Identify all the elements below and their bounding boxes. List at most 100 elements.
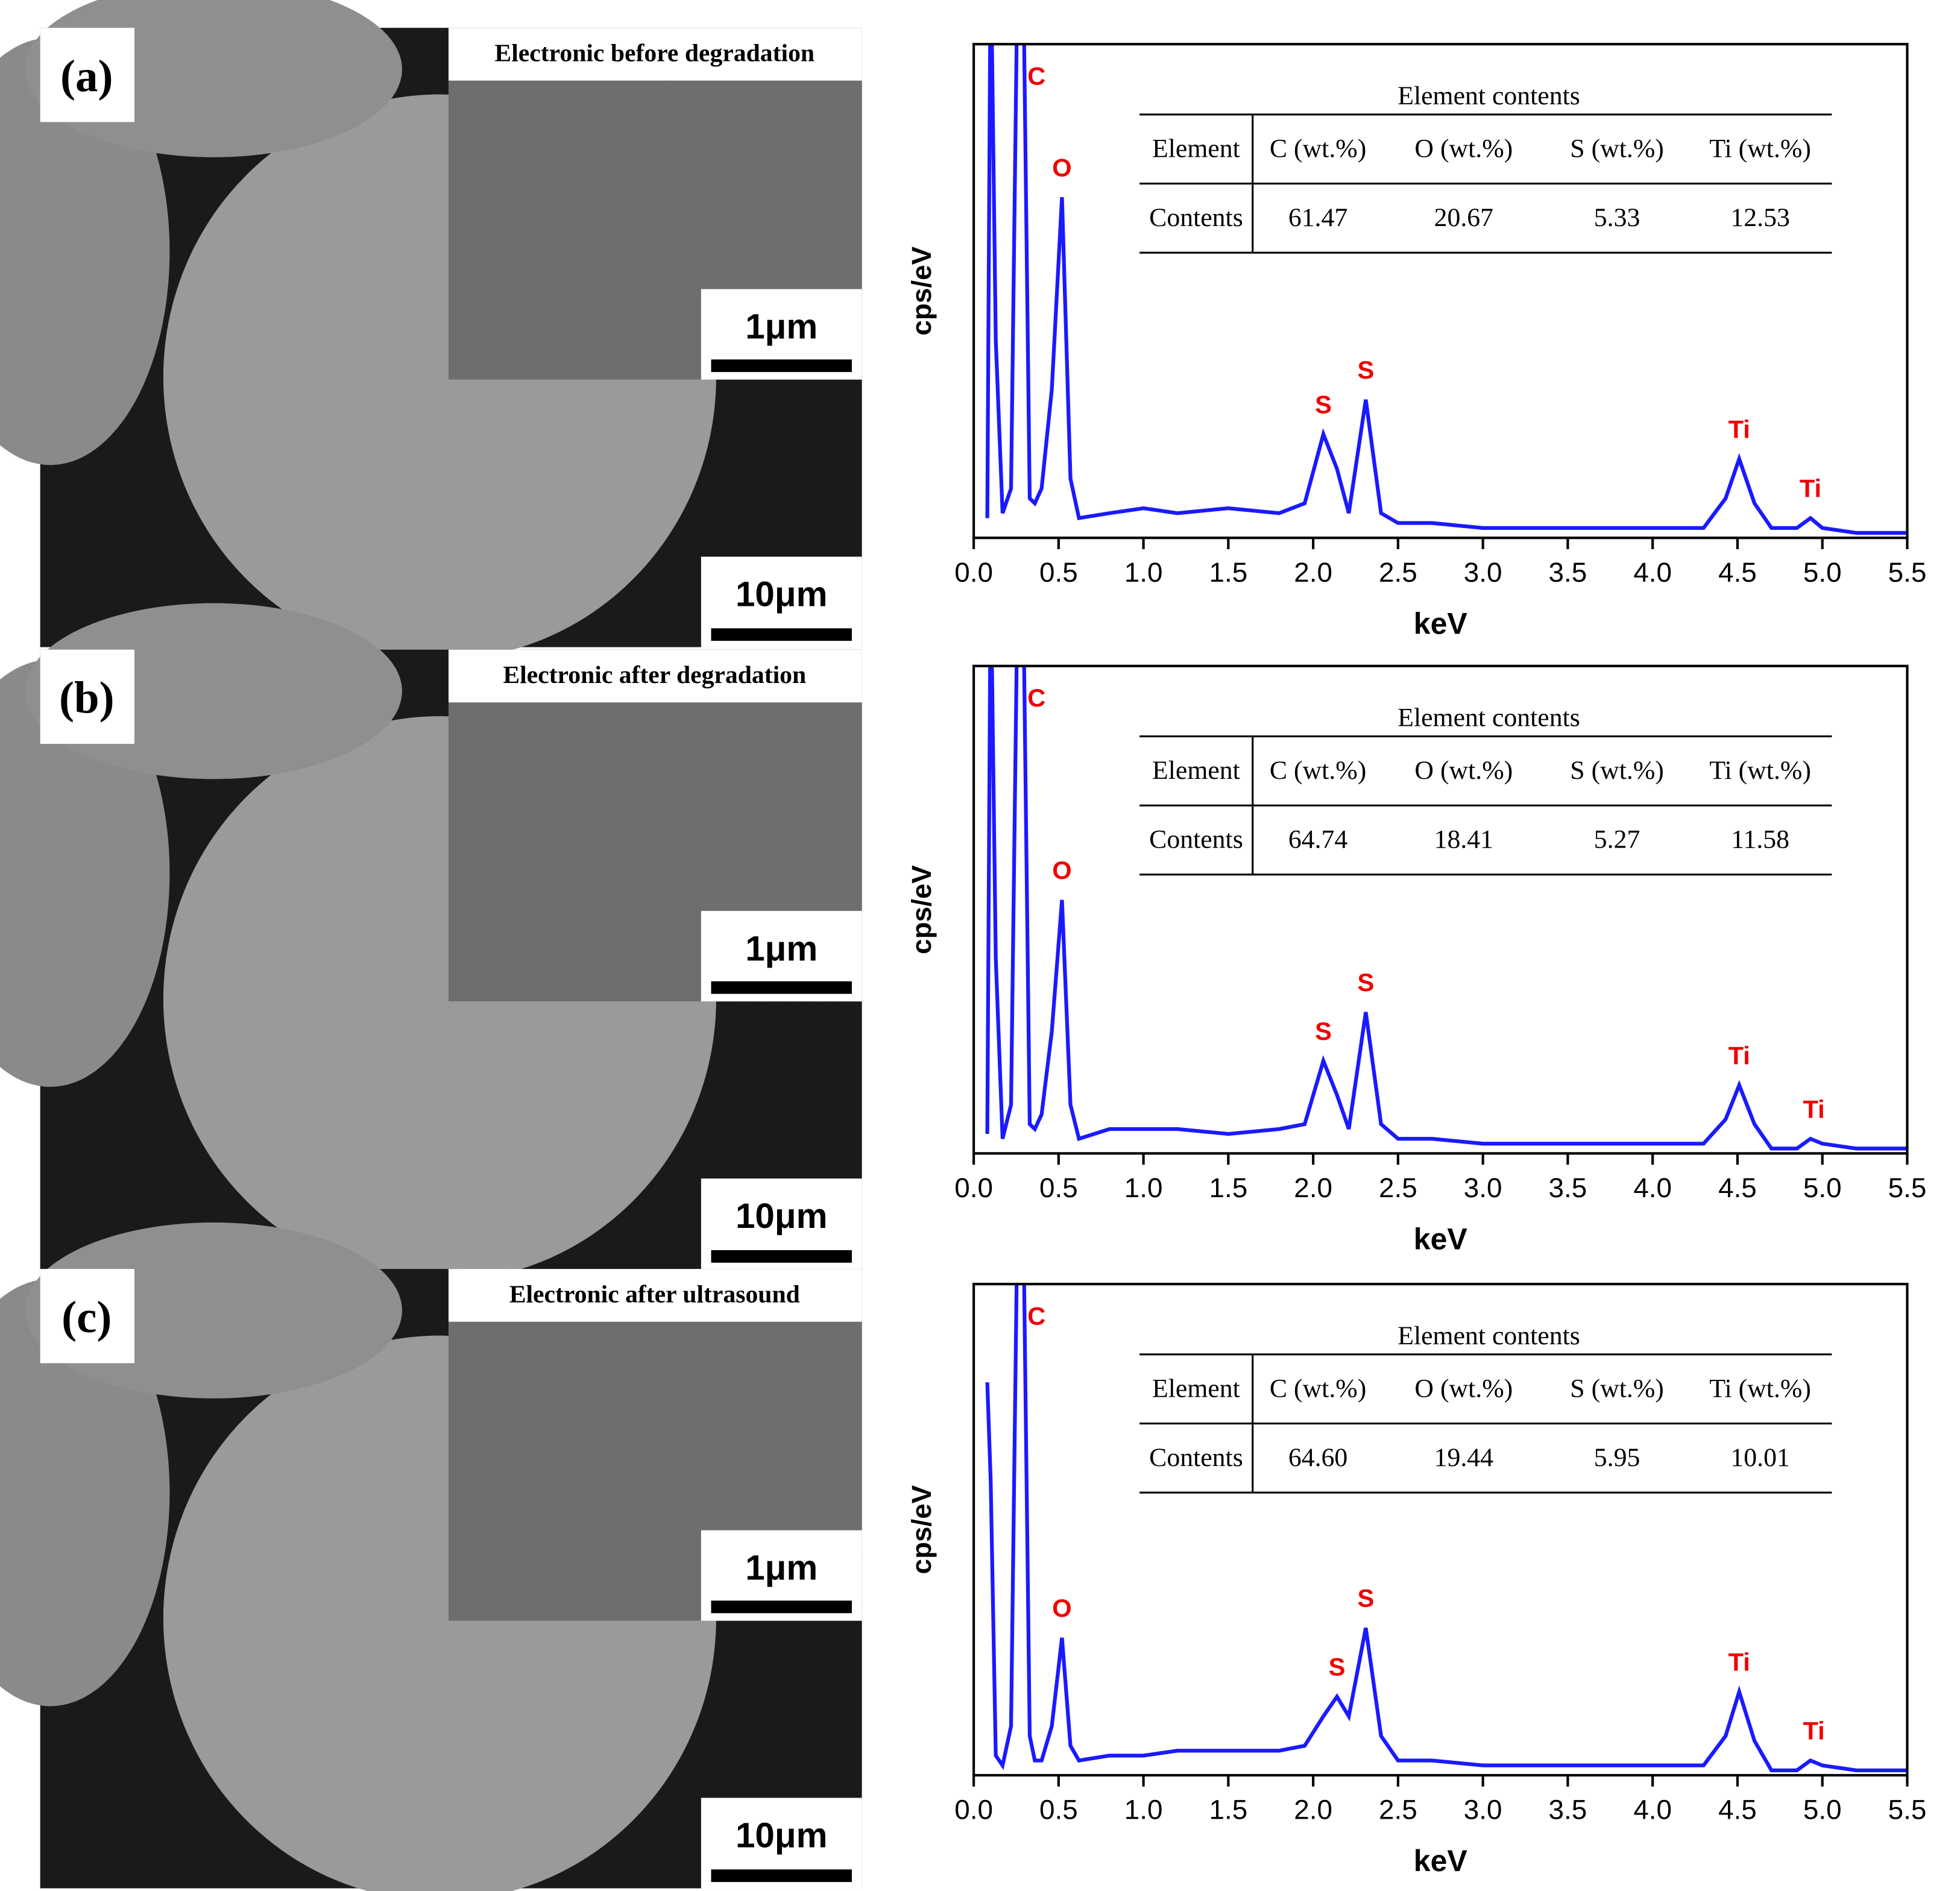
sem-panel: Electronic after ultrasound (c) 1μm 10μm — [0, 1222, 862, 1891]
x-tick-label: 0.0 — [954, 1795, 993, 1825]
table-title: Element contents — [1398, 81, 1580, 110]
table-cell: 5.95 — [1594, 1443, 1640, 1472]
table-cell: Contents — [1149, 203, 1243, 232]
x-tick-label: 0.0 — [954, 557, 993, 588]
peak-label: S — [1315, 1017, 1332, 1045]
x-tick-label: 1.5 — [1209, 1795, 1248, 1825]
x-tick-label: 4.0 — [1633, 1795, 1672, 1825]
peak-label: Ti — [1728, 415, 1750, 443]
peak-label: S — [1358, 968, 1375, 996]
panel-label: (a) — [60, 51, 113, 101]
scale-bar — [711, 359, 852, 373]
table-cell: 10.01 — [1730, 1443, 1789, 1472]
x-tick-label: 2.5 — [1379, 1172, 1417, 1203]
table-header: C (wt.%) — [1270, 756, 1366, 785]
y-axis-label: cps/eV — [906, 246, 937, 335]
peak-label: Ti — [1803, 1095, 1824, 1123]
label-box — [40, 1269, 134, 1364]
table-header: S (wt.%) — [1570, 134, 1664, 163]
x-tick-label: 5.0 — [1803, 1795, 1842, 1825]
spectrum-line — [985, 665, 1908, 1151]
table-header: Ti (wt.%) — [1709, 756, 1811, 785]
x-tick-label: 5.0 — [1803, 557, 1842, 588]
x-tick-label: 1.5 — [1209, 1172, 1248, 1203]
x-tick-label: 2.0 — [1294, 1795, 1332, 1825]
scale-bar — [711, 628, 852, 641]
x-tick-label: 2.0 — [1294, 1172, 1332, 1203]
peak-label: S — [1329, 1653, 1346, 1681]
table-title: Element contents — [1398, 1321, 1580, 1350]
peak-label: C — [1027, 684, 1045, 712]
x-tick-label: 4.5 — [1718, 1172, 1757, 1203]
x-tick-label: 4.0 — [1633, 1172, 1672, 1203]
table-cell: 11.58 — [1731, 825, 1789, 854]
x-tick-label: 3.5 — [1549, 1172, 1587, 1203]
table-header: Element — [1152, 134, 1240, 163]
table-header: Ti (wt.%) — [1709, 134, 1811, 163]
x-axis-label: keV — [1414, 606, 1468, 640]
peak-label: S — [1358, 1584, 1375, 1613]
table-cell: 18.41 — [1434, 825, 1493, 854]
table-header: S (wt.%) — [1570, 756, 1664, 785]
x-tick-label: 0.0 — [954, 1172, 993, 1203]
caption-box — [448, 1269, 862, 1322]
x-tick-label: 4.5 — [1718, 1795, 1757, 1825]
x-tick-label: 3.0 — [1464, 557, 1502, 588]
x-tick-label: 3.0 — [1464, 1172, 1502, 1203]
scale-text: 10μm — [736, 1816, 827, 1855]
plot-frame — [972, 664, 1909, 1155]
plot-frame — [972, 1283, 1909, 1777]
scale-text: 1μm — [745, 1549, 818, 1588]
sem-caption: Electronic after degradation — [503, 661, 806, 689]
x-axis-label: keV — [1414, 1222, 1468, 1256]
scale-bar — [711, 981, 852, 994]
table-header: S (wt.%) — [1570, 1374, 1664, 1403]
table-header: O (wt.%) — [1414, 756, 1513, 785]
table-header: Element — [1152, 1374, 1240, 1403]
table-cell: 64.74 — [1288, 825, 1348, 854]
x-tick-label: 2.5 — [1379, 557, 1417, 588]
table-cell: 12.53 — [1730, 203, 1789, 232]
plot-frame — [972, 43, 1909, 540]
table-title: Element contents — [1398, 703, 1580, 732]
table-cell: 64.60 — [1288, 1443, 1347, 1472]
table-cell: 5.27 — [1594, 825, 1640, 854]
x-tick-label: 1.0 — [1124, 1172, 1163, 1203]
x-tick-label: 0.5 — [1039, 1795, 1078, 1825]
sem-panel: Electronic before degradation (a) 1μm 10μm — [0, 0, 862, 660]
x-tick-label: 5.5 — [1888, 557, 1927, 588]
panel-label: (b) — [59, 673, 115, 723]
caption-box — [448, 649, 862, 703]
label-box — [40, 649, 134, 744]
spectrum-line — [985, 1284, 1908, 1772]
x-tick-label: 0.5 — [1039, 1172, 1078, 1203]
scale-bar — [711, 1869, 852, 1883]
x-tick-label: 3.5 — [1549, 1795, 1587, 1825]
peak-label: Ti — [1800, 474, 1821, 503]
peak-label: O — [1052, 856, 1071, 884]
x-tick-label: 4.5 — [1718, 557, 1757, 588]
eds-chart: 0.0 0.5 1.0 1.5 2.0 2.5 3.0 3.5 4.0 4.5 5.0 5.5 keV c… — [906, 664, 1927, 1256]
peak-label: C — [1027, 1301, 1045, 1330]
table-header: C (wt.%) — [1270, 1374, 1366, 1403]
x-tick-label: 1.0 — [1124, 557, 1163, 588]
x-tick-label: 5.5 — [1888, 1172, 1927, 1203]
x-tick-label: 5.5 — [1888, 1795, 1927, 1825]
sem-caption: Electronic before degradation — [494, 40, 815, 68]
scale-text: 1μm — [745, 307, 818, 347]
table-header: O (wt.%) — [1414, 134, 1513, 163]
eds-chart: 0.0 0.5 1.0 1.5 2.0 2.5 3.0 3.5 4.0 4.5 5.0 5.5 keV c… — [906, 43, 1927, 640]
scale-text: 1μm — [745, 929, 818, 968]
peak-label: Ti — [1728, 1648, 1750, 1676]
spectrum-line — [985, 44, 1908, 535]
x-tick-label: 0.5 — [1039, 557, 1078, 588]
y-axis-label: cps/eV — [906, 1485, 937, 1574]
table-cell: 19.44 — [1434, 1443, 1494, 1472]
table-cell: 20.67 — [1434, 203, 1493, 232]
peak-label: Ti — [1728, 1041, 1750, 1069]
x-tick-label: 2.5 — [1379, 1795, 1417, 1825]
peak-label: S — [1315, 390, 1332, 418]
y-axis-label: cps/eV — [906, 865, 937, 954]
x-tick-label: 1.0 — [1124, 1795, 1163, 1825]
